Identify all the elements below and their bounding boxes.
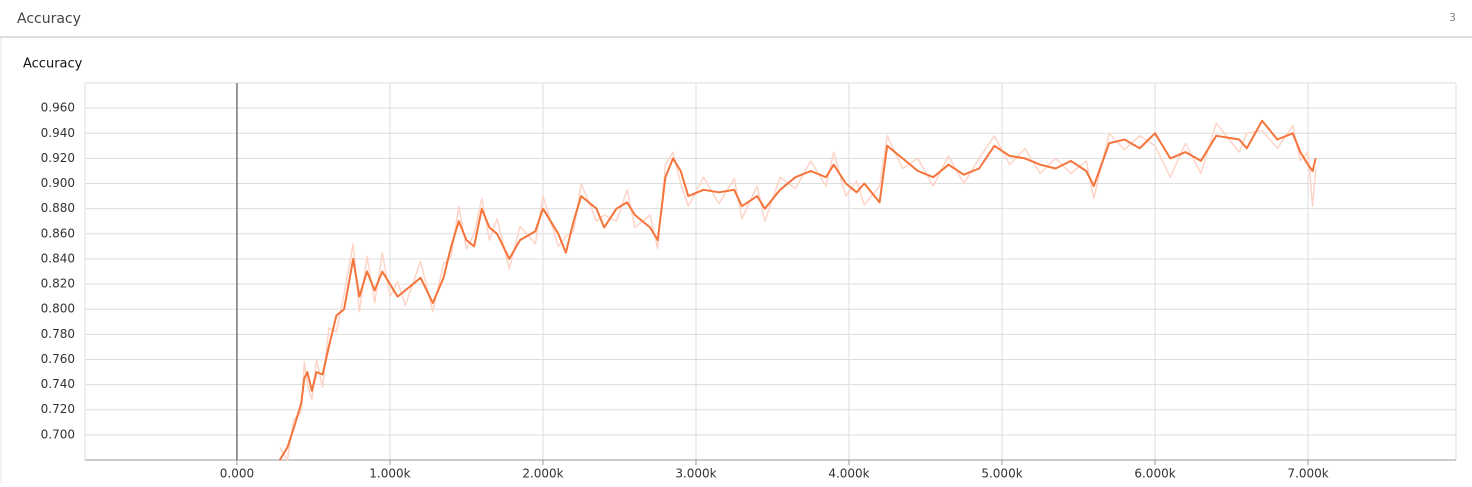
x-tick-label: 6.000k: [1134, 467, 1175, 481]
x-tick-label: 2.000k: [522, 467, 563, 481]
y-tick-label: 0.940: [41, 126, 75, 140]
header-count: 3: [1449, 11, 1456, 24]
x-tick-label: 4.000k: [828, 467, 869, 481]
y-tick-label: 0.840: [41, 251, 75, 265]
y-tick-label: 0.780: [41, 327, 75, 341]
y-tick-label: 0.760: [41, 352, 75, 366]
series-line: [279, 122, 1317, 461]
y-tick-label: 0.960: [41, 101, 75, 115]
x-tick-label: 5.000k: [981, 467, 1022, 481]
y-tick-label: 0.720: [41, 402, 75, 416]
y-tick-label: 0.900: [41, 176, 75, 190]
header-bar[interactable]: [0, 0, 1472, 37]
x-tick-label: 0.000: [220, 467, 254, 481]
y-tick-label: 0.820: [41, 277, 75, 291]
y-tick-label: 0.880: [41, 201, 75, 215]
y-tick-label: 0.860: [41, 226, 75, 240]
chart-title: Accuracy: [23, 57, 83, 72]
y-tick-label: 0.700: [41, 427, 75, 441]
y-tick-label: 0.800: [41, 302, 75, 316]
series-line: [278, 119, 1317, 461]
x-tick-label: 7.000k: [1287, 467, 1328, 481]
y-tick-label: 0.740: [41, 377, 75, 391]
y-tick-label: 0.920: [41, 151, 75, 165]
x-tick-label: 1.000k: [369, 467, 410, 481]
x-tick-label: 3.000k: [675, 467, 716, 481]
header-title: Accuracy: [17, 11, 81, 27]
